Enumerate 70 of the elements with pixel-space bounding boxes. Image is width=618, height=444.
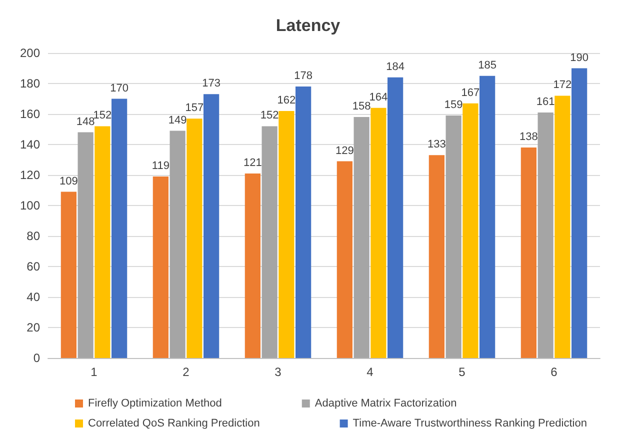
bar (479, 76, 496, 358)
data-label: 152 (93, 110, 112, 122)
y-tick-label: 200 (20, 46, 40, 60)
y-tick-label: 100 (20, 198, 40, 212)
y-tick-label: 80 (26, 229, 40, 243)
x-tick-label: 6 (550, 365, 558, 379)
bar (520, 148, 537, 358)
data-label: 172 (553, 79, 572, 92)
data-label: 149 (168, 114, 187, 126)
data-label: 119 (152, 160, 170, 172)
y-tick-label: 140 (20, 138, 40, 152)
bar (111, 98, 128, 358)
bar (203, 94, 220, 358)
y-tick-label: 160 (20, 107, 40, 121)
bar (571, 68, 588, 358)
x-tick-label: 1 (90, 365, 98, 379)
bar (462, 103, 478, 358)
bar (354, 117, 370, 358)
data-label: 178 (294, 70, 312, 82)
data-label: 138 (520, 131, 538, 144)
y-tick-label: 0 (33, 351, 40, 365)
bar (244, 173, 261, 358)
x-tick-label: 3 (274, 365, 282, 379)
bar (186, 118, 202, 358)
legend-label: Correlated QoS Ranking Prediction (88, 418, 260, 430)
bar (446, 116, 462, 358)
x-tick-label: 2 (182, 365, 190, 379)
bar (387, 77, 404, 358)
data-label: 170 (110, 82, 128, 94)
data-label: 167 (461, 86, 480, 99)
bar (60, 192, 77, 358)
data-label: 129 (336, 144, 354, 157)
data-label: 152 (260, 110, 279, 122)
data-label: 184 (386, 60, 404, 73)
bar (554, 96, 570, 358)
data-label: 161 (536, 96, 555, 108)
y-tick-label: 60 (26, 260, 40, 274)
y-tick-label: 180 (20, 76, 40, 90)
bar (278, 110, 294, 358)
y-tick-label: 20 (26, 320, 40, 334)
data-label: 133 (428, 138, 446, 151)
data-label: 173 (202, 78, 220, 90)
data-label: 159 (444, 99, 463, 112)
bar (262, 126, 278, 358)
legend-label: Adaptive Matrix Factorization (314, 398, 457, 410)
bar (170, 130, 186, 358)
x-tick-label: 5 (458, 365, 466, 379)
y-tick-label: 120 (20, 168, 40, 182)
data-label: 157 (185, 102, 204, 114)
data-label: 162 (277, 94, 296, 106)
data-label: 190 (570, 52, 588, 64)
bar (295, 86, 312, 358)
data-label: 121 (244, 156, 262, 169)
data-label: 164 (369, 91, 388, 104)
legend-label: Firefly Optimization Method (88, 398, 222, 410)
bar (152, 176, 169, 358)
bar (370, 108, 386, 358)
bar (94, 126, 110, 358)
bar (538, 112, 554, 358)
bar (336, 161, 353, 358)
legend-label: Time-Aware Trustworthiness Ranking Prediction (352, 418, 587, 430)
data-label: 185 (478, 59, 496, 72)
data-label: 158 (352, 100, 371, 113)
bar (428, 155, 445, 358)
bar (78, 132, 94, 358)
x-tick-label: 4 (366, 365, 374, 379)
data-label: 109 (60, 175, 78, 188)
chart-title: Latency (276, 16, 341, 35)
data-label: 148 (76, 116, 95, 128)
y-tick-label: 40 (26, 290, 40, 304)
